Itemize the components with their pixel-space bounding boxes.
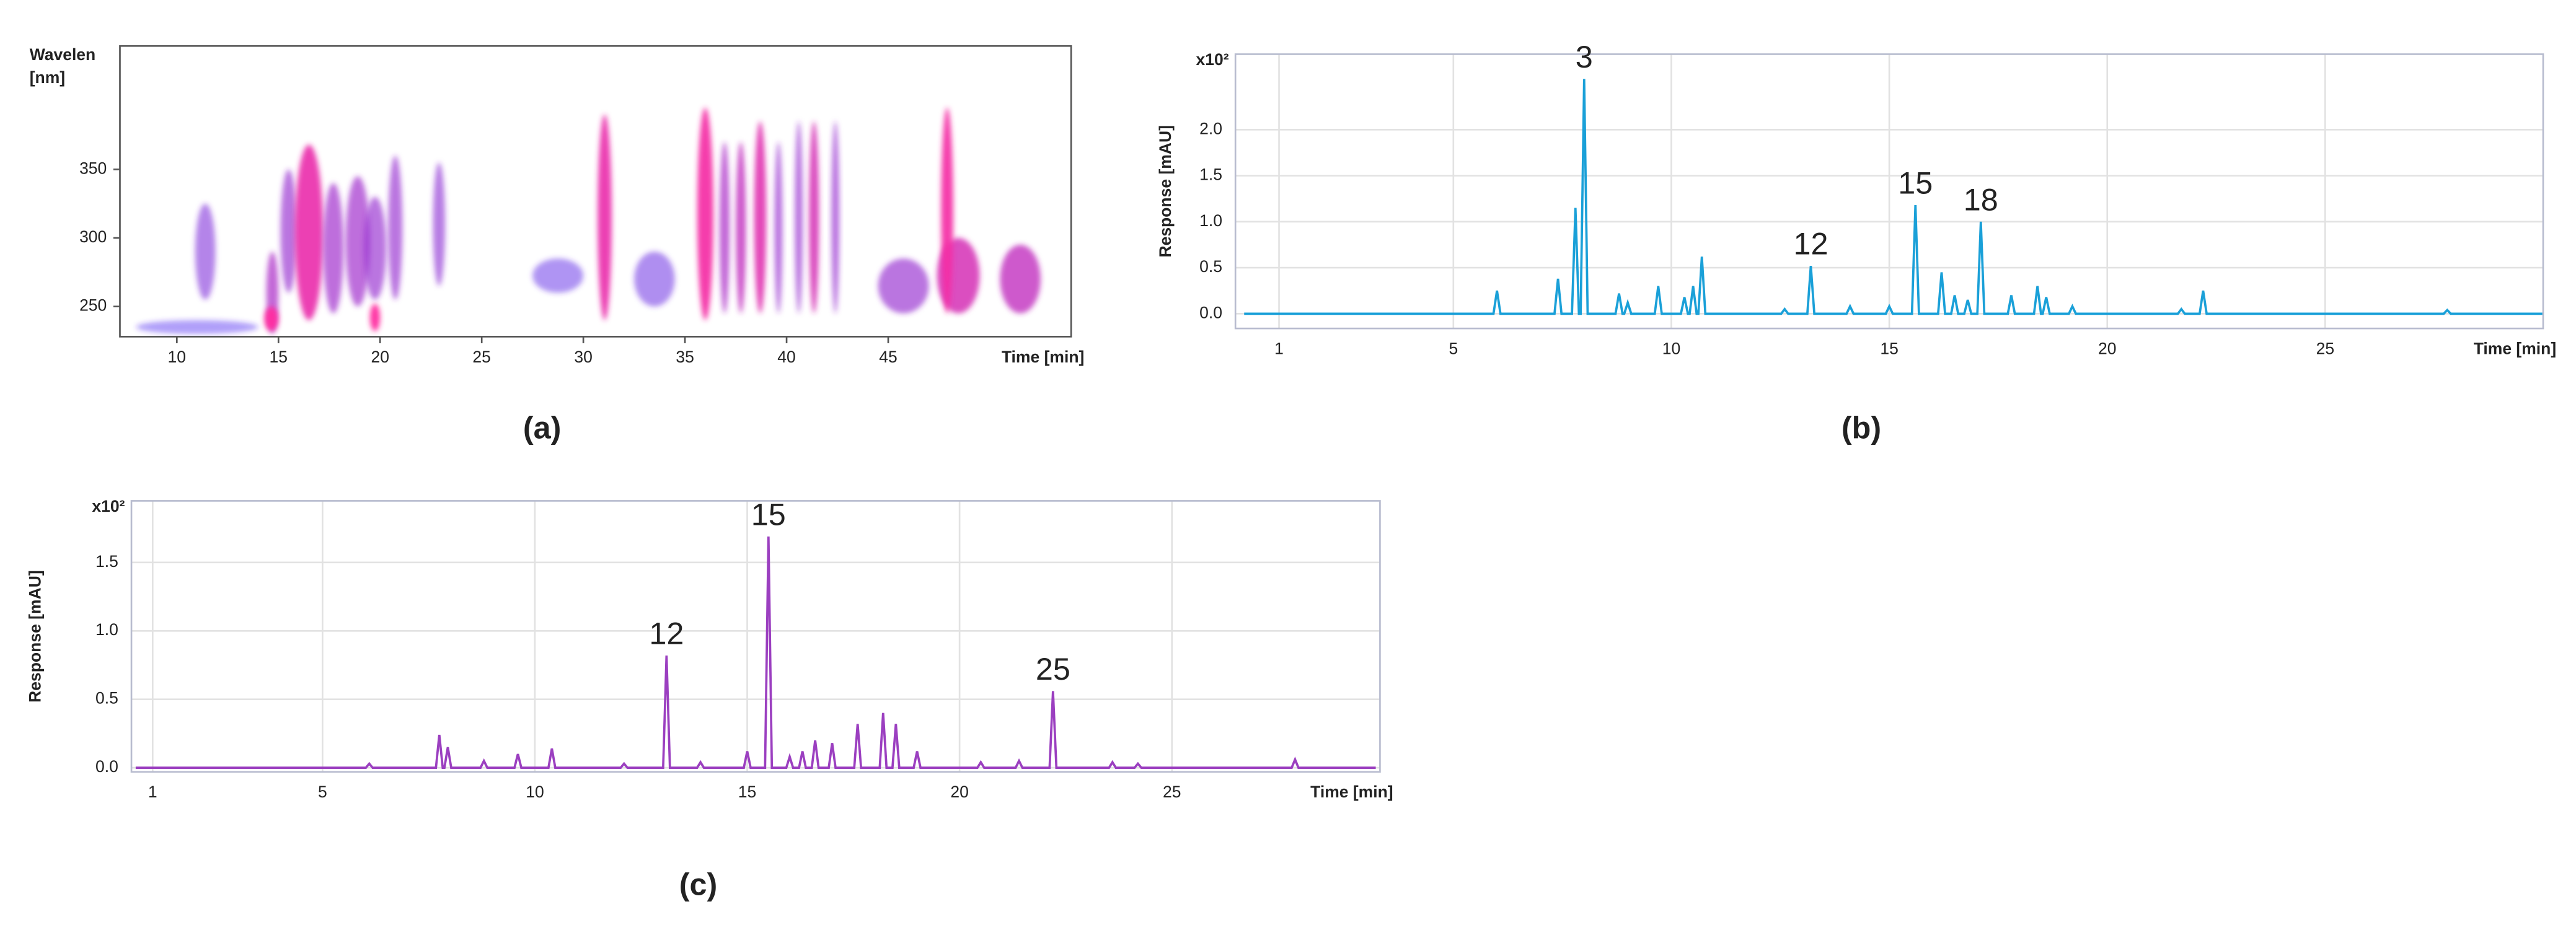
intensity-spot (294, 144, 324, 320)
intensity-spot (195, 203, 216, 300)
peak-label: 12 (649, 615, 684, 651)
intensity-spot (795, 121, 803, 314)
x-axis-label: Time [min] (1310, 783, 1393, 801)
plot-area (1244, 79, 2543, 315)
intensity-spot (1000, 245, 1041, 314)
intensity-spot (634, 252, 675, 307)
x-axis-label: Time [min] (1002, 348, 1085, 366)
plot-frame (130, 500, 1381, 773)
y-tick-label: 300 (79, 227, 107, 246)
intensity-spot (136, 320, 258, 334)
y-tick-label: 250 (79, 296, 107, 315)
intensity-spot (345, 176, 370, 307)
caption: (c) (679, 867, 718, 902)
y-tick-label: 1.0 (1199, 211, 1222, 230)
intensity-spot (941, 107, 953, 314)
x-tick-label: 5 (1449, 340, 1458, 358)
y-axis-label: Response [mAU] (1156, 125, 1175, 258)
x-tick-label: 10 (168, 348, 186, 366)
y-multiplier: x10² (92, 497, 125, 515)
caption: (a) (523, 410, 562, 445)
x-tick-label: 10 (526, 783, 544, 801)
y-axis-label: [nm] (30, 68, 65, 87)
intensity-spot (264, 306, 279, 331)
line (135, 536, 1376, 769)
y-tick-label: 0.0 (95, 757, 118, 776)
x-axis-label: Time [min] (2474, 340, 2557, 358)
x-tick-label: 15 (1880, 340, 1898, 358)
x-tick-label: 25 (472, 348, 490, 366)
line (1244, 79, 2543, 315)
peak-label: 25 (1036, 651, 1070, 687)
y-tick-label: 2.0 (1199, 119, 1222, 138)
x-tick-label: 15 (270, 348, 288, 366)
intensity-spot (280, 169, 297, 293)
x-tick-label: 20 (2098, 340, 2116, 358)
y-tick-label: 1.5 (95, 552, 118, 571)
x-tick-label: 35 (676, 348, 694, 366)
x-tick-label: 30 (574, 348, 592, 366)
x-tick-label: 1 (148, 783, 157, 801)
x-tick-label: 20 (371, 348, 389, 366)
y-multiplier: x10² (1196, 50, 1229, 69)
caption: (b) (1842, 410, 1881, 445)
plot-frame (119, 45, 1072, 338)
intensity-spot (719, 142, 730, 314)
intensity-spot (697, 107, 714, 320)
intensity-spot (754, 121, 767, 314)
x-tick-label: 25 (1163, 783, 1181, 801)
peak-label: 18 (1964, 182, 1998, 217)
y-tick-label: 0.5 (1199, 257, 1222, 276)
peak-label: 3 (1576, 39, 1593, 74)
plot-frame (1234, 53, 2544, 330)
intensity-spot (878, 258, 929, 314)
intensity-spot (369, 304, 381, 331)
x-tick-label: 1 (1274, 340, 1284, 358)
x-tick-label: 10 (1662, 340, 1680, 358)
y-tick-label: 0.5 (95, 689, 118, 708)
x-tick-label: 45 (879, 348, 897, 366)
intensity-spot (774, 142, 783, 314)
y-axis-label: Response [mAU] (25, 570, 44, 703)
x-tick-label: 25 (2316, 340, 2334, 358)
peak-label: 15 (1898, 165, 1933, 201)
x-tick-label: 5 (318, 783, 327, 801)
intensity-spot (736, 142, 746, 314)
intensity-spot (809, 121, 819, 314)
plot-area (136, 107, 1041, 334)
intensity-spot (323, 183, 344, 314)
plot-area (135, 536, 1376, 769)
peak-label: 12 (1793, 226, 1828, 261)
y-axis-label: Wavelen (30, 45, 96, 64)
y-tick-label: 350 (79, 159, 107, 177)
y-tick-label: 1.0 (95, 620, 118, 639)
y-tick-label: 1.5 (1199, 165, 1222, 184)
intensity-spot (598, 114, 612, 320)
intensity-spot (831, 121, 840, 314)
intensity-spot (363, 196, 387, 300)
intensity-spot (433, 162, 446, 286)
intensity-spot (388, 156, 403, 300)
x-tick-label: 15 (738, 783, 756, 801)
x-tick-label: 20 (950, 783, 968, 801)
x-tick-label: 40 (777, 348, 795, 366)
peak-label: 15 (751, 496, 786, 532)
intensity-spot (532, 258, 584, 293)
y-tick-label: 0.0 (1199, 303, 1222, 322)
